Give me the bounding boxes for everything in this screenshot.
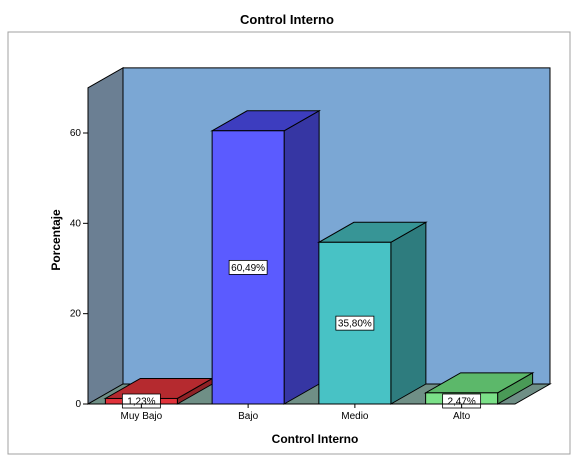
data-label: 1,23% xyxy=(127,397,155,408)
data-label: 60,49% xyxy=(231,263,265,274)
y-tick-label: 40 xyxy=(70,218,82,229)
x-tick-label: Alto xyxy=(453,411,471,422)
data-label-box xyxy=(335,315,375,331)
bar-side xyxy=(283,109,320,405)
x-axis: Muy Bajo Bajo Medio Alto xyxy=(88,403,515,422)
y-axis: 0 20 40 60 xyxy=(70,87,89,410)
x-tick-label: Muy Bajo xyxy=(121,411,163,422)
side-wall xyxy=(87,66,124,405)
data-label: 35,80% xyxy=(338,319,372,330)
y-tick-label: 20 xyxy=(70,309,82,320)
x-tick-label: Medio xyxy=(341,411,369,422)
y-axis-label: Porcentaje xyxy=(49,209,63,271)
data-label: 2,47% xyxy=(447,397,475,408)
x-axis-label: Control Interno xyxy=(272,432,359,446)
bar-bajo: 60,49% xyxy=(210,109,322,405)
x-tick-label: Bajo xyxy=(238,411,258,422)
data-label-box xyxy=(228,259,268,275)
bar-medio: 35,80% xyxy=(316,221,428,405)
y-tick-label: 60 xyxy=(70,128,82,139)
y-tick-label: 0 xyxy=(75,399,81,410)
bars-group: 1,23% 60,49% 35,80% 2,47% xyxy=(103,109,535,409)
bar-side xyxy=(390,221,427,405)
chart-title: Control Interno xyxy=(240,12,334,27)
